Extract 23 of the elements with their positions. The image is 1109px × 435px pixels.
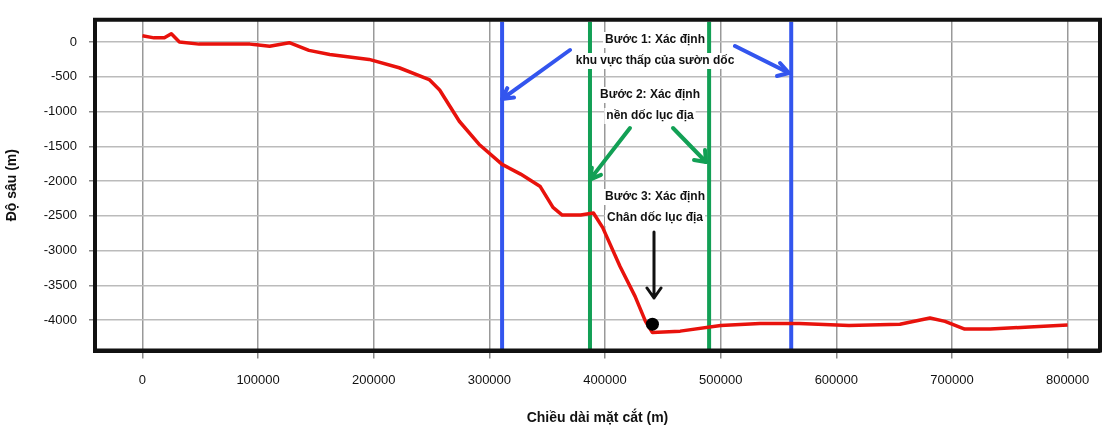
x-tick-label: 0 xyxy=(138,371,147,387)
y-tick-label: -4000 xyxy=(43,311,77,327)
x-tick-label: 700000 xyxy=(930,371,974,387)
y-tick-label: -3000 xyxy=(43,242,77,258)
y-tick-label: -2500 xyxy=(43,207,77,223)
y-tick-label: 0 xyxy=(69,33,77,49)
y-tick-label: -2000 xyxy=(43,172,77,188)
x-tick-label: 500000 xyxy=(698,371,743,387)
x-tick-label: 200000 xyxy=(352,371,396,387)
annotation: Bước 1: Xác định khu vực thấp của sườn dốc xyxy=(575,32,735,68)
y-axis-title: Độ sâu (m) xyxy=(3,149,20,222)
x-tick-label: 400000 xyxy=(583,371,627,387)
annotation: Bước 2: Xác định nền dốc lục địa xyxy=(600,87,700,123)
y-tick-label: -500 xyxy=(50,68,77,84)
x-tick-label: 600000 xyxy=(814,371,859,387)
y-tick-label: -1500 xyxy=(43,137,77,153)
x-tick-label: 300000 xyxy=(467,371,512,387)
annotation: Bước 3: Xác định Chân dốc lục địa xyxy=(605,189,705,225)
y-tick-label: -1000 xyxy=(43,103,77,119)
x-tick-label: 100000 xyxy=(236,371,280,387)
x-axis-title: Chiều dài mặt cắt (m) xyxy=(526,408,669,426)
x-tick-label: 800000 xyxy=(1045,371,1090,387)
y-tick-label: -3500 xyxy=(43,276,77,292)
